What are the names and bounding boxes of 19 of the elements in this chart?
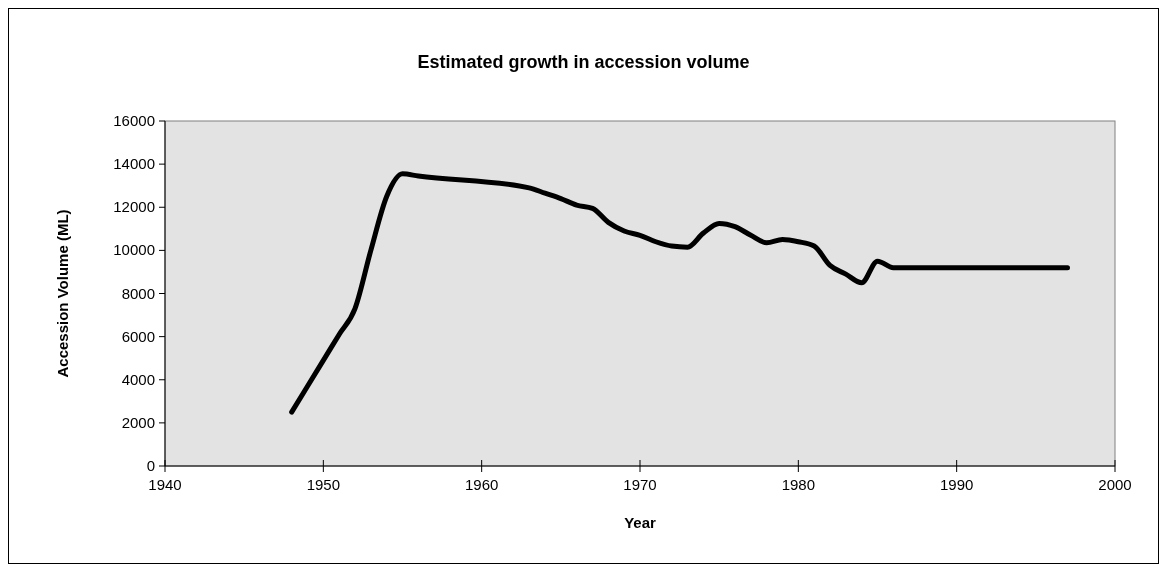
y-tick-label: 0 — [146, 457, 155, 474]
chart-title: Estimated growth in accession volume — [417, 52, 750, 72]
y-tick-label: 2000 — [121, 413, 155, 431]
y-axis-title: Accession Volume (ML) — [54, 209, 71, 378]
y-tick-label: 14000 — [113, 155, 155, 173]
x-tick-label: 1960 — [464, 476, 499, 493]
y-tick-label: 10000 — [113, 241, 155, 259]
x-tick-label: 1990 — [939, 476, 974, 493]
y-tick-label: 4000 — [121, 370, 155, 388]
x-axis-title: Year — [624, 514, 657, 531]
y-tick-label: 12000 — [113, 198, 155, 216]
y-tick-label: 8000 — [121, 284, 155, 302]
x-tick-label: 1980 — [781, 476, 816, 493]
x-tick-label: 1970 — [623, 476, 657, 493]
x-tick-label: 1940 — [148, 476, 182, 493]
y-tick-label: 16000 — [113, 112, 155, 129]
x-tick-label: 2000 — [1098, 476, 1132, 493]
y-tick-label: 6000 — [121, 327, 155, 345]
x-tick-label: 1950 — [306, 476, 341, 493]
